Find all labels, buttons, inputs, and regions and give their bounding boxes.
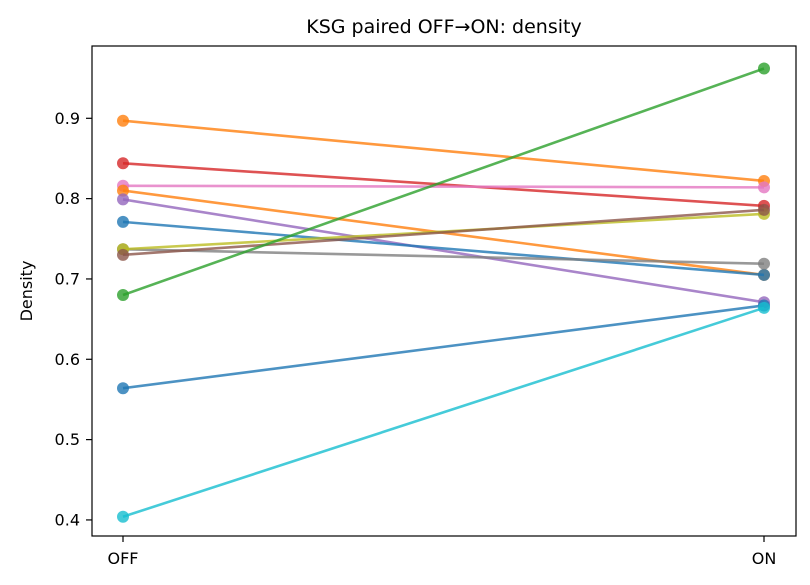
x-tick-label: OFF bbox=[108, 549, 139, 568]
y-tick-label: 0.9 bbox=[55, 109, 80, 128]
series-line bbox=[122, 161, 765, 208]
data-point bbox=[117, 184, 129, 197]
data-point bbox=[117, 114, 129, 127]
data-point bbox=[117, 289, 129, 302]
series-10 bbox=[117, 62, 770, 302]
series-12 bbox=[117, 301, 770, 523]
series-9 bbox=[117, 203, 770, 261]
data-point bbox=[117, 193, 129, 206]
series-line bbox=[122, 247, 765, 265]
data-point bbox=[758, 62, 770, 75]
y-axis-label: Density bbox=[17, 261, 36, 322]
series-line bbox=[122, 184, 765, 189]
data-point bbox=[117, 157, 129, 170]
series-line bbox=[122, 198, 765, 304]
series-line bbox=[122, 119, 765, 183]
x-tick-label: ON bbox=[752, 549, 777, 568]
series-line bbox=[122, 220, 765, 277]
data-point bbox=[758, 301, 770, 314]
y-tick-label: 0.4 bbox=[55, 510, 80, 529]
data-point bbox=[758, 268, 770, 281]
y-tick-label: 0.6 bbox=[55, 350, 80, 369]
y-tick-label: 0.5 bbox=[55, 430, 80, 449]
plot-marks bbox=[117, 62, 770, 523]
data-point bbox=[117, 382, 129, 395]
series-1 bbox=[117, 114, 770, 187]
series-line bbox=[122, 67, 765, 297]
data-point bbox=[117, 248, 129, 261]
data-point bbox=[117, 215, 129, 228]
y-tick-label: 0.8 bbox=[55, 189, 80, 208]
data-point bbox=[758, 203, 770, 216]
series-6 bbox=[117, 215, 770, 281]
data-point bbox=[117, 510, 129, 523]
plot-frame bbox=[91, 45, 797, 537]
series-line bbox=[122, 208, 765, 257]
series-line bbox=[122, 306, 765, 518]
series-line bbox=[122, 304, 765, 390]
data-point bbox=[758, 181, 770, 194]
chart-title: KSG paired OFF→ON: density bbox=[306, 16, 581, 38]
data-point bbox=[758, 257, 770, 270]
series-11 bbox=[117, 299, 770, 395]
y-tick-label: 0.7 bbox=[55, 269, 80, 288]
axes: 0.4 0.5 0.6 0.7 0.8 0.9 OFF ON bbox=[55, 109, 777, 568]
